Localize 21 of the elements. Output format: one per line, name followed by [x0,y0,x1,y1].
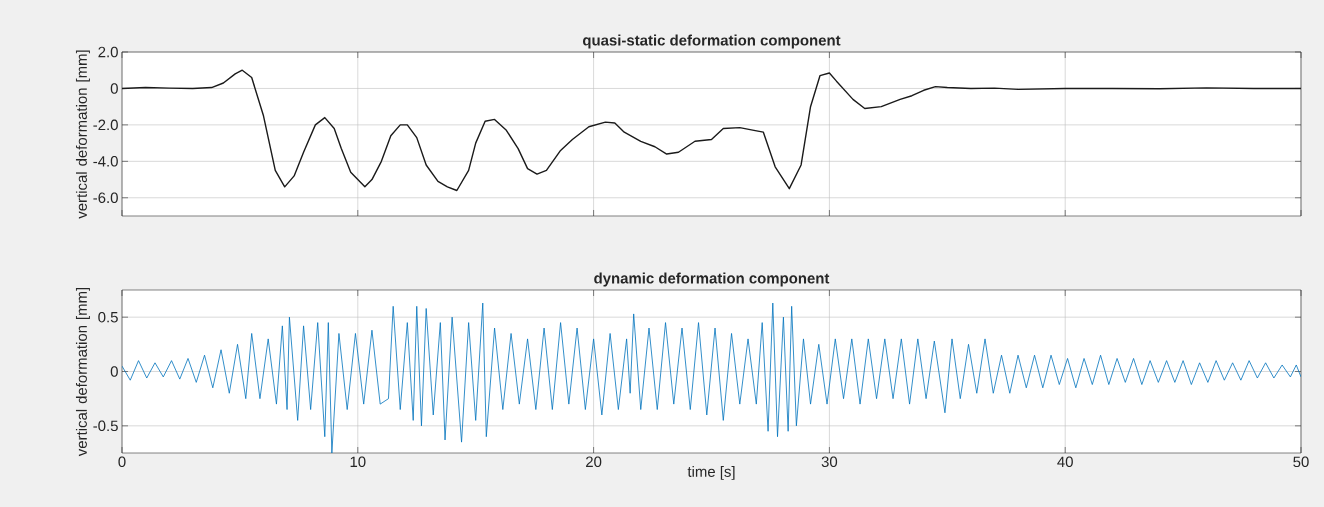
y-tick-label: -6.0 [93,192,118,204]
y-tick-label: 0 [110,366,118,377]
x-tick-label: 50 [1293,456,1309,468]
y-tick-label: 0 [110,83,118,94]
y-axis-title: vertical deformation [mm] [75,287,90,457]
chart-title: quasi-static deformation component [582,34,841,49]
y-tick-label: 0.5 [98,311,118,323]
x-tick-label: 40 [1057,456,1073,468]
y-tick-label: 2.0 [98,46,118,58]
x-tick-label: 0 [118,456,126,468]
x-tick-label: 10 [350,456,366,468]
chart-title: dynamic deformation component [594,272,830,287]
x-tick-label: 30 [821,456,838,468]
y-tick-label: -2.0 [93,119,118,131]
x-axis-title: time [s] [687,465,735,480]
y-tick-label: -4.0 [93,156,118,167]
x-tick-label: 20 [586,456,602,468]
line-series [122,302,1301,453]
y-tick-label: -0.5 [93,420,118,432]
y-axis-title: vertical deformation [mm] [75,50,90,219]
line-series [122,69,1301,192]
